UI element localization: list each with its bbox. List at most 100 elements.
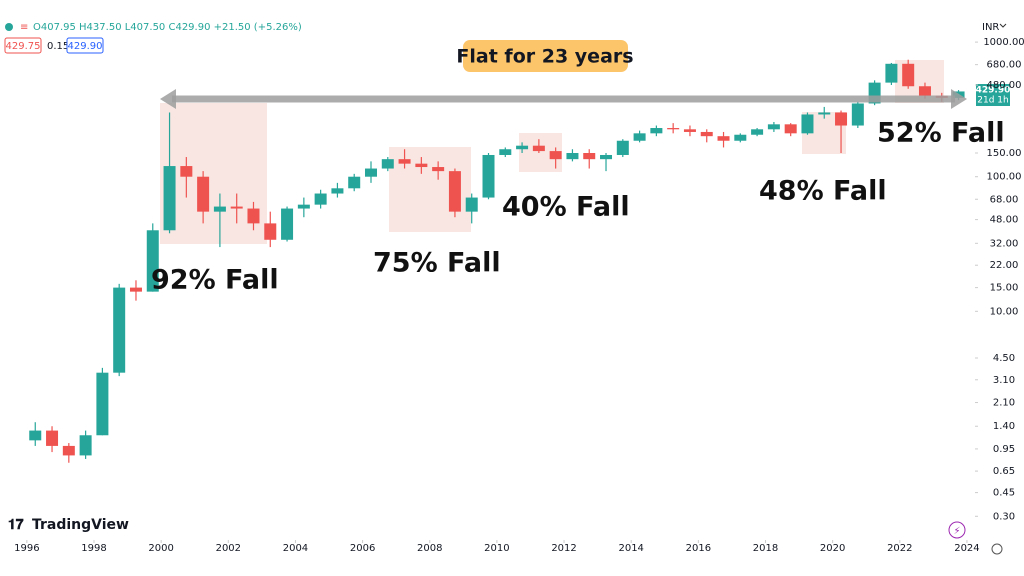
candle-body: [29, 430, 42, 441]
y-tick-label: 0.30: [993, 511, 1015, 522]
lightning-button[interactable]: [948, 521, 966, 539]
y-tick-label: 15.00: [990, 283, 1019, 294]
candle-body: [381, 159, 394, 169]
candle-body: [331, 188, 344, 194]
y-tick-label: 4.50: [993, 353, 1015, 364]
annotation: 40% Fall: [502, 192, 630, 223]
y-tick-label: 48.00: [990, 215, 1019, 226]
candle-body: [549, 151, 562, 160]
candle-body: [348, 176, 361, 189]
lightning-icon: ⚡: [953, 526, 960, 537]
status-dot: [5, 23, 13, 31]
candle-body: [532, 145, 545, 152]
bid: 429.75: [6, 41, 41, 52]
countdown: 21d 1h: [977, 96, 1008, 106]
y-tick-label: 1000.00: [983, 37, 1024, 48]
annotation: 52% Fall: [877, 118, 1005, 149]
badge-text: Flat for 23 years: [456, 46, 633, 68]
candle-body: [516, 145, 529, 150]
y-tick-label: 680.00: [987, 60, 1022, 71]
candle-body: [717, 136, 730, 141]
y-tick-label: 480.00: [987, 80, 1022, 91]
y-tick-label: 2.10: [993, 398, 1015, 409]
candle-body: [566, 153, 579, 160]
candle-body: [247, 208, 260, 224]
candle-body: [784, 124, 797, 134]
candle-body: [885, 63, 898, 83]
candle-body: [902, 63, 915, 87]
spread: 0.15: [47, 41, 69, 52]
x-tick-label: 2014: [618, 543, 643, 554]
x-tick-label: 2024: [954, 543, 979, 554]
x-tick-label: 2002: [216, 543, 241, 554]
candle-body: [432, 167, 445, 172]
candle-body: [129, 287, 142, 292]
ohlc-text: O407.95 H437.50 L407.50 C429.90 +21.50 (…: [33, 22, 302, 33]
x-tick-label: 2012: [551, 543, 576, 554]
candle-body: [297, 204, 310, 209]
currency-dropdown[interactable]: [999, 23, 1007, 28]
settings-button[interactable]: [991, 543, 1003, 555]
x-tick-label: 2004: [283, 543, 308, 554]
candle-body: [465, 197, 478, 212]
candle-body: [734, 134, 747, 141]
candle-body: [415, 163, 428, 168]
candle-body: [213, 206, 226, 212]
x-tick-label: 1998: [81, 543, 106, 554]
y-tick-label: 1.40: [993, 421, 1015, 432]
candle-body: [835, 112, 848, 126]
candle-body: [851, 103, 864, 126]
candle-body: [314, 193, 327, 205]
badge: [463, 40, 628, 72]
x-tick-label: 2020: [820, 543, 845, 554]
x-tick-label: 1996: [14, 543, 39, 554]
candle-body: [146, 230, 159, 292]
x-tick-label: 2000: [148, 543, 173, 554]
brand-logo: 𝟏𝟕: [8, 517, 24, 533]
annotation: 92% Fall: [151, 265, 279, 296]
annotation: 75% Fall: [373, 248, 501, 279]
candle-body: [62, 445, 75, 456]
candle-body: [583, 153, 596, 160]
candle-body: [767, 124, 780, 130]
y-tick-label: 0.95: [993, 444, 1015, 455]
bid-box[interactable]: [4, 37, 42, 54]
candle-body: [683, 129, 696, 132]
candle-body: [667, 128, 680, 130]
x-tick-label: 2008: [417, 543, 442, 554]
candle-body: [751, 129, 764, 135]
candle-body: [700, 131, 713, 137]
y-tick-label: 10.00: [990, 306, 1019, 317]
y-tick-label: 100.00: [987, 172, 1022, 183]
candle-body: [281, 208, 294, 240]
candle-body: [600, 154, 613, 160]
y-tick-label: 3.10: [993, 375, 1015, 386]
candle-body: [163, 166, 176, 231]
candle-body: [616, 140, 629, 155]
x-tick-label: 2006: [350, 543, 375, 554]
brand: TradingView: [32, 517, 129, 533]
candle-body: [650, 128, 663, 134]
last-price: 429.90: [976, 86, 1011, 96]
y-tick-label: 0.65: [993, 466, 1015, 477]
x-tick-label: 2018: [753, 543, 778, 554]
last-price-box: [976, 84, 1010, 106]
settings-icon[interactable]: ≡: [20, 22, 28, 33]
x-tick-label: 2022: [887, 543, 912, 554]
candle-body: [918, 86, 931, 96]
ask: 429.90: [68, 41, 103, 52]
candle-body: [364, 168, 377, 177]
candle-body: [499, 149, 512, 155]
currency: INR: [982, 22, 999, 33]
candle-body: [448, 171, 461, 212]
y-tick-label: 32.00: [990, 238, 1019, 249]
ask-box[interactable]: [66, 37, 104, 54]
x-tick-label: 2010: [484, 543, 509, 554]
candle-body: [197, 176, 210, 212]
candle-body: [398, 159, 411, 164]
y-tick-label: 22.00: [990, 260, 1019, 271]
y-tick-label: 150.00: [987, 148, 1022, 159]
candle-body: [818, 112, 831, 115]
annotation: 48% Fall: [759, 176, 887, 207]
candle-body: [264, 223, 277, 240]
